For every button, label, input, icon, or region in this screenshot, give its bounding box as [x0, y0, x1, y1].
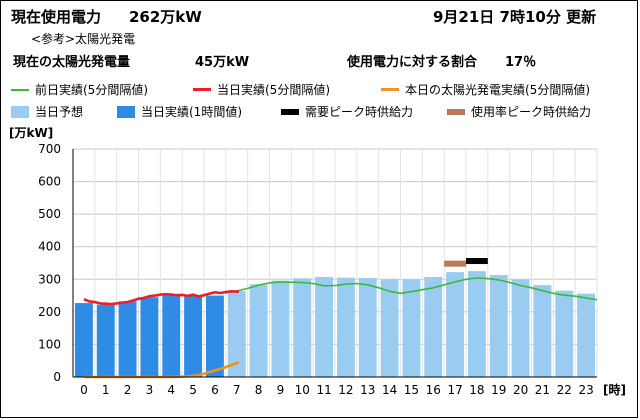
- legend-label: 需要ピーク時供給力: [305, 105, 414, 119]
- legend-swatch: [193, 88, 211, 91]
- bar: [184, 295, 203, 377]
- bar: [249, 284, 268, 377]
- x-tick-label: 12: [338, 383, 353, 397]
- legend-label: 本日の太陽光発電実績(5分間隔値): [405, 83, 590, 97]
- bar: [489, 275, 508, 377]
- x-tick-label: 23: [578, 383, 593, 397]
- bar: [293, 278, 312, 377]
- legend-label: 当日実績(1時間値): [141, 105, 242, 119]
- x-tick-label: 3: [146, 383, 154, 397]
- peak-usage-rate-supply-marker: [444, 260, 466, 267]
- y-tick-label: 0: [53, 370, 61, 384]
- bar: [577, 293, 596, 377]
- bar: [511, 279, 530, 377]
- bar: [336, 277, 355, 377]
- legend-label: 前日実績(5分間隔値): [35, 83, 148, 97]
- update-timestamp: 9月21日 7時10分 更新: [433, 8, 597, 26]
- legend-row-2: 当日予想 当日実績(1時間値) 需要ピーク時供給力 使用率ピーク時供給力: [11, 104, 631, 120]
- x-tick-label: 15: [404, 383, 419, 397]
- x-tick-label: 4: [167, 383, 175, 397]
- x-tick-label: 13: [360, 383, 375, 397]
- x-tick-label: 17: [447, 383, 462, 397]
- bar: [227, 291, 246, 377]
- bar: [555, 290, 574, 377]
- peak-demand-supply-marker: [466, 258, 488, 265]
- y-tick-label: 500: [38, 207, 61, 221]
- x-tick-label: 20: [513, 383, 528, 397]
- bar: [74, 303, 93, 377]
- y-tick-label: 200: [38, 305, 61, 319]
- x-tick-label: 18: [469, 383, 484, 397]
- series-line-today-actual: [83, 289, 239, 306]
- legend-row-1: 前日実績(5分間隔値) 当日実績(5分間隔値) 本日の太陽光発電実績(5分間隔値…: [11, 82, 631, 98]
- bar: [96, 304, 115, 377]
- bar: [467, 271, 486, 377]
- x-tick-label: 1: [102, 383, 110, 397]
- y-tick-label: 100: [38, 337, 61, 351]
- bar: [205, 295, 224, 377]
- legend-label: 当日実績(5分間隔値): [217, 83, 330, 97]
- bar: [162, 295, 181, 377]
- solar-value: 45万kW: [195, 55, 250, 70]
- solar-label: 現在の太陽光発電量: [13, 55, 131, 70]
- bar: [402, 279, 421, 377]
- bar: [533, 285, 552, 377]
- legend-label: 使用率ピーク時供給力: [471, 105, 592, 119]
- x-axis-label: [時]: [603, 382, 626, 397]
- ratio-label: 使用電力に対する割合: [347, 55, 478, 70]
- current-usage-value: 262万kW: [129, 8, 202, 26]
- x-tick-label: 0: [80, 383, 88, 397]
- x-tick-label: 19: [491, 383, 506, 397]
- legend-swatch: [381, 88, 399, 91]
- x-tick-label: 6: [211, 383, 219, 397]
- bar: [358, 277, 377, 377]
- bar: [140, 297, 159, 377]
- legend-label: 当日予想: [35, 105, 84, 119]
- x-tick-label: 9: [277, 383, 285, 397]
- y-tick-label: 400: [38, 240, 61, 254]
- x-tick-label: 7: [233, 383, 241, 397]
- legend-swatch: [447, 109, 465, 115]
- x-tick-label: 10: [295, 383, 310, 397]
- x-tick-label: 8: [255, 383, 263, 397]
- bar: [315, 277, 334, 377]
- y-tick-label: 600: [38, 175, 61, 189]
- series-line-previous-day: [225, 277, 598, 301]
- bar: [118, 301, 137, 377]
- legend-swatch: [281, 109, 299, 115]
- x-tick-label: 22: [557, 383, 572, 397]
- y-axis-label: [万kW]: [9, 126, 53, 140]
- bar: [380, 279, 399, 377]
- legend-swatch: [117, 106, 135, 118]
- x-tick-label: 11: [316, 383, 331, 397]
- x-tick-label: 21: [535, 383, 550, 397]
- reference-label: <参考>太陽光発電: [31, 32, 136, 46]
- legend-swatch: [11, 89, 29, 91]
- bar: [424, 277, 443, 377]
- x-tick-label: 2: [124, 383, 132, 397]
- bar: [446, 272, 465, 377]
- ratio-value: 17％: [505, 55, 537, 70]
- bar: [271, 280, 290, 377]
- y-tick-label: 300: [38, 272, 61, 286]
- x-tick-label: 14: [382, 383, 397, 397]
- x-tick-label: 16: [426, 383, 441, 397]
- legend-swatch: [11, 106, 29, 118]
- x-tick-label: 5: [189, 383, 197, 397]
- page-title: 現在使用電力: [11, 8, 102, 26]
- y-tick-label: 700: [38, 142, 61, 156]
